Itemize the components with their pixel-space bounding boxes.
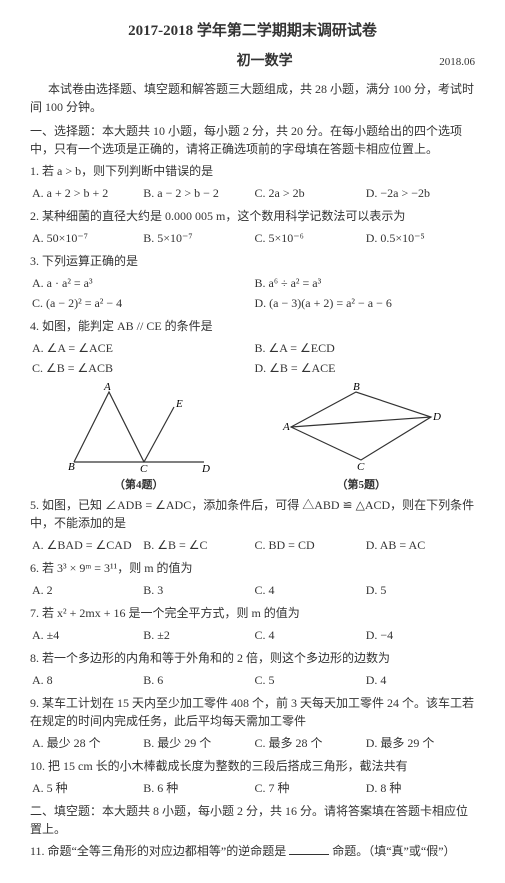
section1-header: 一、选择题：本大题共 10 小题，每小题 2 分，共 20 分。在每小题给出的四…	[30, 122, 475, 158]
svg-text:E: E	[175, 398, 183, 410]
exam-date: 2018.06	[439, 54, 475, 71]
q11-blank	[289, 843, 329, 855]
q3-opts: A. a · a² = a³ B. a⁶ ÷ a² = a³ C. (a − 2…	[30, 273, 475, 313]
q8-A: A. 8	[30, 670, 141, 690]
q4-B: B. ∠A = ∠ECD	[253, 338, 476, 358]
q9-B: B. 最少 29 个	[141, 733, 252, 753]
q9-stem: 9. 某车工计划在 15 天内至少加工零件 408 个，前 3 天每天加工零件 …	[30, 694, 475, 730]
q11: 11. 命题“全等三角形的对应边都相等”的逆命题是 命题。（填“真”或“假”）	[30, 842, 475, 860]
q3-C: C. (a − 2)² = a² − 4	[30, 293, 253, 313]
q3-stem: 3. 下列运算正确的是	[30, 252, 475, 270]
q7-A: A. ±4	[30, 625, 141, 645]
q1-stem: 1. 若 a > b，则下列判断中错误的是	[30, 162, 475, 180]
q3-D: D. (a − 3)(a + 2) = a² − a − 6	[253, 293, 476, 313]
q10-stem: 10. 把 15 cm 长的小木棒截成长度为整数的三段后搭成三角形，截法共有	[30, 757, 475, 775]
q1-B: B. a − 2 > b − 2	[141, 183, 252, 203]
q9-A: A. 最少 28 个	[30, 733, 141, 753]
svg-text:A: A	[103, 382, 111, 393]
svg-text:C: C	[140, 463, 148, 472]
q1-A: A. a + 2 > b + 2	[30, 183, 141, 203]
section2-header: 二、填空题：本大题共 8 小题，每小题 2 分，共 16 分。请将答案填在答题卡…	[30, 802, 475, 838]
q10-C: C. 7 种	[253, 778, 364, 798]
figure-row: A E B C D （第4题） A B D C （第5题）	[30, 382, 475, 494]
q6-stem: 6. 若 3³ × 9ᵐ = 3¹¹，则 m 的值为	[30, 559, 475, 577]
intro-text: 本试卷由选择题、填空题和解答题三大题组成，共 28 小题，满分 100 分，考试…	[30, 80, 475, 116]
q7-C: C. 4	[253, 625, 364, 645]
q1-opts: A. a + 2 > b + 2 B. a − 2 > b − 2 C. 2a …	[30, 183, 475, 203]
q10-A: A. 5 种	[30, 778, 141, 798]
exam-title: 2017-2018 学年第二学期期末调研试卷	[30, 20, 475, 43]
figure-4: A E B C D （第4题）	[64, 382, 214, 494]
q3-B: B. a⁶ ÷ a² = a³	[253, 273, 476, 293]
q9-D: D. 最多 29 个	[364, 733, 475, 753]
q2-D: D. 0.5×10⁻⁵	[364, 228, 475, 248]
svg-text:B: B	[353, 382, 360, 393]
q5-stem: 5. 如图，已知 ∠ADB = ∠ADC，添加条件后，可得 △ABD ≌ △AC…	[30, 496, 475, 532]
q6-C: C. 4	[253, 580, 364, 600]
q8-opts: A. 8 B. 6 C. 5 D. 4	[30, 670, 475, 690]
q7-D: D. −4	[364, 625, 475, 645]
q10-B: B. 6 种	[141, 778, 252, 798]
figure-5: A B D C （第5题）	[281, 382, 441, 494]
q7-opts: A. ±4 B. ±2 C. 4 D. −4	[30, 625, 475, 645]
q2-stem: 2. 某种细菌的直径大约是 0.000 005 m，这个数用科学记数法可以表示为	[30, 207, 475, 225]
q5-A: A. ∠BAD = ∠CAD	[30, 535, 141, 555]
q3-A: A. a · a² = a³	[30, 273, 253, 293]
q8-B: B. 6	[141, 670, 252, 690]
q6-opts: A. 2 B. 3 C. 4 D. 5	[30, 580, 475, 600]
q2-B: B. 5×10⁻⁷	[141, 228, 252, 248]
q9-C: C. 最多 28 个	[253, 733, 364, 753]
q6-B: B. 3	[141, 580, 252, 600]
q11-stem-a: 11. 命题“全等三角形的对应边都相等”的逆命题是	[30, 844, 286, 858]
q8-stem: 8. 若一个多边形的内角和等于外角和的 2 倍，则这个多边形的边数为	[30, 649, 475, 667]
fig5-caption: （第5题）	[281, 477, 441, 494]
svg-text:D: D	[201, 463, 210, 472]
q6-D: D. 5	[364, 580, 475, 600]
q4-C: C. ∠B = ∠ACB	[30, 358, 253, 378]
q5-C: C. BD = CD	[253, 535, 364, 555]
subtitle-row: 初一数学 2018.06	[30, 51, 475, 72]
q5-B: B. ∠B = ∠C	[141, 535, 252, 555]
q2-opts: A. 50×10⁻⁷ B. 5×10⁻⁷ C. 5×10⁻⁶ D. 0.5×10…	[30, 228, 475, 248]
svg-text:C: C	[357, 461, 365, 472]
q1-D: D. −2a > −2b	[364, 183, 475, 203]
q11-stem-b: 命题。（填“真”或“假”）	[332, 844, 455, 858]
svg-text:D: D	[432, 411, 441, 423]
fig4-caption: （第4题）	[64, 477, 214, 494]
q5-opts: A. ∠BAD = ∠CAD B. ∠B = ∠C C. BD = CD D. …	[30, 535, 475, 555]
q7-stem: 7. 若 x² + 2mx + 16 是一个完全平方式，则 m 的值为	[30, 604, 475, 622]
q8-D: D. 4	[364, 670, 475, 690]
q1-C: C. 2a > 2b	[253, 183, 364, 203]
q6-A: A. 2	[30, 580, 141, 600]
q4-stem: 4. 如图，能判定 AB // CE 的条件是	[30, 317, 475, 335]
q4-opts: A. ∠A = ∠ACE B. ∠A = ∠ECD C. ∠B = ∠ACB D…	[30, 338, 475, 378]
q4-A: A. ∠A = ∠ACE	[30, 338, 253, 358]
q10-D: D. 8 种	[364, 778, 475, 798]
q4-D: D. ∠B = ∠ACE	[253, 358, 476, 378]
q8-C: C. 5	[253, 670, 364, 690]
q2-C: C. 5×10⁻⁶	[253, 228, 364, 248]
q2-A: A. 50×10⁻⁷	[30, 228, 141, 248]
subject: 初一数学	[237, 51, 293, 72]
q5-D: D. AB = AC	[364, 535, 475, 555]
q9-opts: A. 最少 28 个 B. 最少 29 个 C. 最多 28 个 D. 最多 2…	[30, 733, 475, 753]
q7-B: B. ±2	[141, 625, 252, 645]
svg-text:B: B	[68, 461, 75, 472]
svg-text:A: A	[282, 421, 290, 433]
q10-opts: A. 5 种 B. 6 种 C. 7 种 D. 8 种	[30, 778, 475, 798]
